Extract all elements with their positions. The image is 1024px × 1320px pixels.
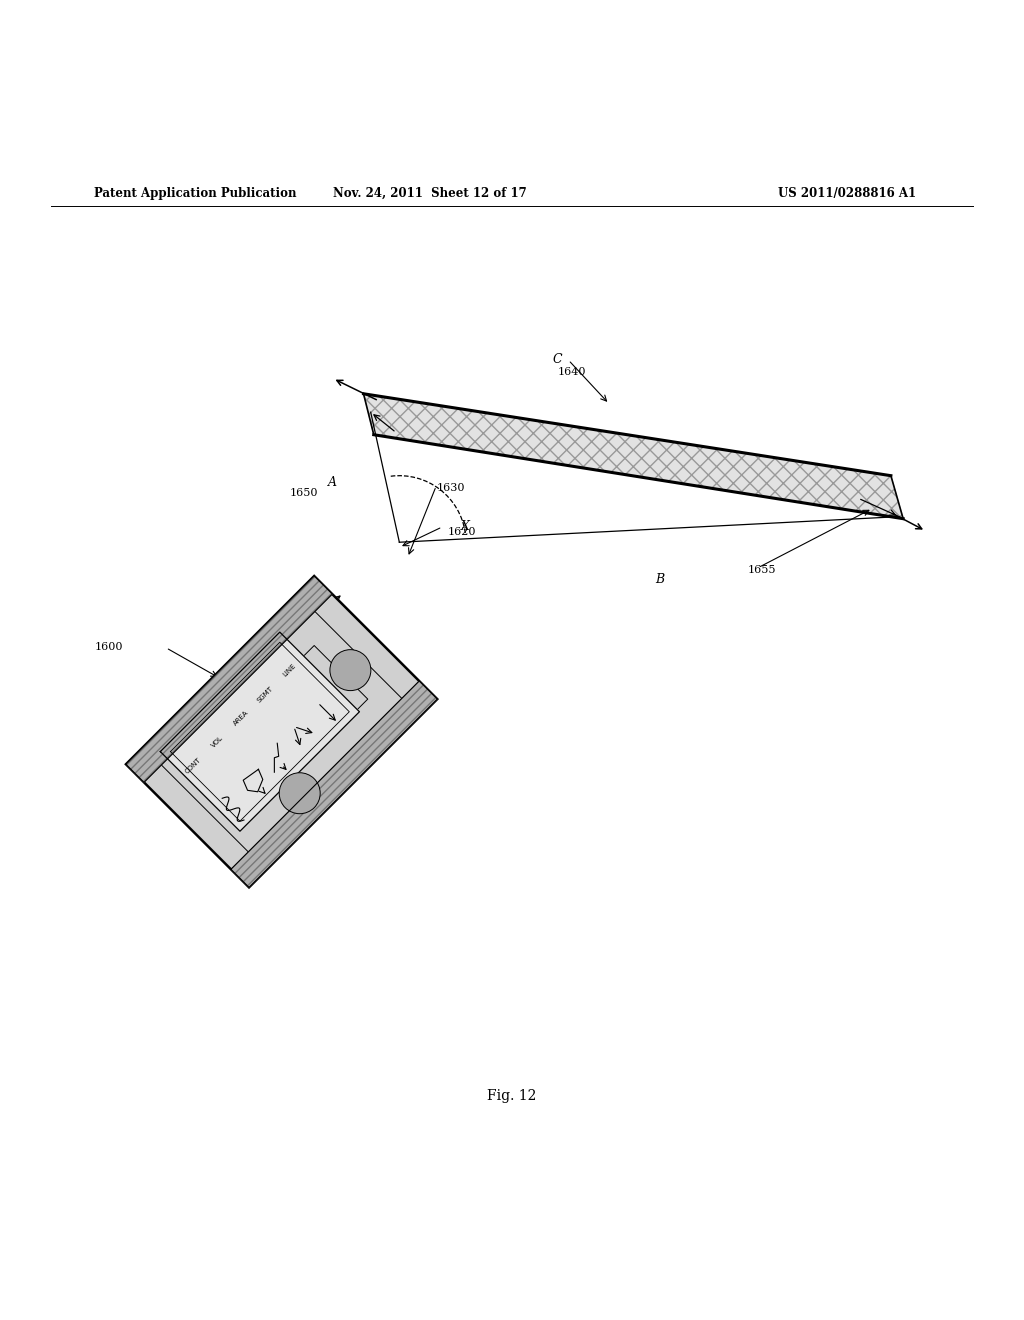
Text: 1650: 1650 <box>290 488 318 498</box>
Text: A: A <box>328 477 337 488</box>
Text: 1655: 1655 <box>748 565 776 576</box>
Text: Patent Application Publication: Patent Application Publication <box>94 187 297 199</box>
Text: Nov. 24, 2011  Sheet 12 of 17: Nov. 24, 2011 Sheet 12 of 17 <box>333 187 527 199</box>
Text: C: C <box>553 352 562 366</box>
Text: CONT: CONT <box>184 756 203 775</box>
Circle shape <box>280 772 321 813</box>
Text: B: B <box>655 573 665 586</box>
Text: LINE: LINE <box>282 663 297 678</box>
Text: Fig. 12: Fig. 12 <box>487 1089 537 1104</box>
Text: US 2011/0288816 A1: US 2011/0288816 A1 <box>778 187 916 199</box>
Text: 1640: 1640 <box>558 367 587 378</box>
Text: SGMT: SGMT <box>256 685 274 704</box>
Polygon shape <box>126 576 437 887</box>
Circle shape <box>330 649 371 690</box>
Polygon shape <box>364 393 903 519</box>
Polygon shape <box>231 681 437 887</box>
Text: VOL: VOL <box>211 735 224 750</box>
Text: X: X <box>461 520 470 533</box>
Polygon shape <box>126 576 332 783</box>
Polygon shape <box>161 632 359 832</box>
Text: 1610: 1610 <box>292 611 321 620</box>
Text: AREA: AREA <box>232 710 250 727</box>
Text: 1630: 1630 <box>436 483 465 494</box>
Text: 1600: 1600 <box>94 642 123 652</box>
Text: 1620: 1620 <box>447 527 476 537</box>
